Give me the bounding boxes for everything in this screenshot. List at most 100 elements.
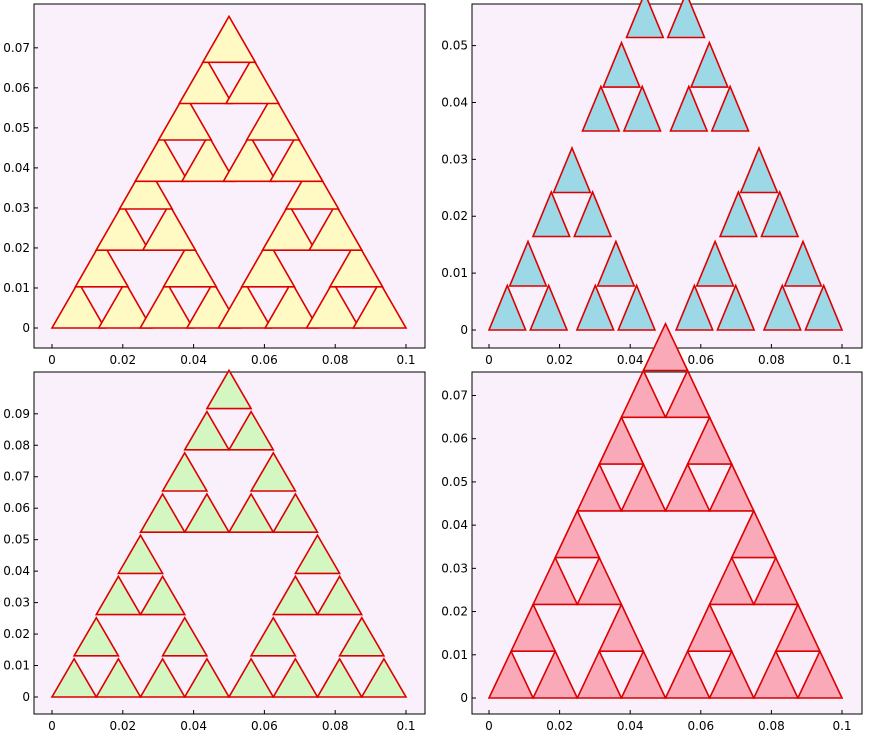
x-tick-label: 0.02 <box>546 719 573 733</box>
y-tick-label: 0 <box>22 321 30 335</box>
triangle-mark <box>576 649 623 699</box>
triangle-mark <box>271 574 319 616</box>
triangle-mark <box>50 280 107 329</box>
y-tick-label: 0.06 <box>3 501 30 515</box>
triangle-mark <box>224 55 281 105</box>
x-tick-label: 0.08 <box>322 719 349 733</box>
triangle-mark <box>268 133 325 183</box>
plot-area <box>33 371 426 715</box>
triangle-mark <box>139 574 187 616</box>
y-tick-label: 0.02 <box>3 627 30 641</box>
x-tick-label: 0.06 <box>687 719 714 733</box>
y-tick-label: 0 <box>460 323 468 337</box>
triangle-mark <box>620 368 667 419</box>
x-tick-label: 0.02 <box>109 719 136 733</box>
triangle-mark <box>183 492 231 534</box>
triangle-mark <box>774 602 822 653</box>
y-tick-label: 0.08 <box>3 438 30 452</box>
y-tick-label: 0.01 <box>441 266 468 280</box>
triangle-mark <box>50 657 98 698</box>
triangle-mark <box>573 189 613 238</box>
triangle-mark <box>133 133 190 183</box>
triangle-mark <box>117 533 164 575</box>
triangle-mark <box>674 283 714 331</box>
triangle-mark <box>328 239 384 288</box>
x-tick-label: 0.04 <box>617 353 644 367</box>
y-tick-label: 0.03 <box>3 596 30 610</box>
y-tick-label: 0.04 <box>3 161 30 175</box>
y-tick-label: 0.01 <box>3 281 30 295</box>
triangle-mark <box>581 84 621 132</box>
x-tick-label: 0.02 <box>109 353 136 367</box>
triangle-mark <box>531 649 579 699</box>
triangle-mark <box>261 202 317 251</box>
x-tick-label: 0 <box>485 353 493 367</box>
triangle-mark <box>294 533 341 575</box>
y-tick-label: 0 <box>460 691 468 705</box>
triangle-mark <box>762 283 802 331</box>
triangle-mark <box>139 657 187 698</box>
triangle-mark <box>617 283 657 331</box>
triangle-mark <box>716 283 756 331</box>
triangle-mark <box>642 321 689 372</box>
triangle-mark <box>271 657 319 698</box>
triangle-mark <box>664 368 711 419</box>
triangle-mark <box>487 283 527 331</box>
x-tick-label: 0.06 <box>251 353 278 367</box>
triangle-mark <box>157 92 213 141</box>
triangle-mark <box>305 280 361 329</box>
y-tick-label: 0.04 <box>3 564 30 578</box>
triangle-mark <box>552 145 592 194</box>
triangle-mark <box>666 0 706 39</box>
triangle-mark <box>718 189 758 238</box>
triangle-mark <box>271 492 319 534</box>
x-tick-label: 0 <box>48 719 56 733</box>
triangle-mark <box>596 239 636 287</box>
triangle-mark <box>730 508 778 559</box>
triangle-mark <box>161 451 209 492</box>
y-tick-label: 0.04 <box>441 518 468 532</box>
triangle-mark <box>162 239 218 288</box>
x-tick-label: 0.04 <box>617 719 644 733</box>
triangle-mark <box>201 14 257 64</box>
triangle-mark <box>602 40 641 88</box>
triangle-mark <box>180 133 236 183</box>
chart-panel-bottom-right: 0 0.02 0.04 0.06 0.08 0.1 0 0.01 0.02 0.03 0.04 0.0… <box>441 321 863 733</box>
x-tick-label: 0.1 <box>832 719 851 733</box>
x-tick-label: 0.1 <box>832 353 851 367</box>
triangle-mark <box>97 280 153 329</box>
y-tick-label: 0.02 <box>441 605 468 619</box>
triangle-mark <box>598 602 645 653</box>
triangle-mark <box>240 239 296 288</box>
triangle-mark <box>227 657 275 698</box>
x-tick-label: 0.06 <box>687 353 714 367</box>
chart-panel-top-right: 0 0.02 0.04 0.06 0.08 0.1 0 0.01 0.02 0.03 0.04 0.0… <box>441 0 863 367</box>
x-tick-label: 0.04 <box>180 353 207 367</box>
triangle-mark <box>94 657 142 698</box>
y-tick-label: 0.07 <box>3 41 30 55</box>
triangle-mark <box>487 649 535 699</box>
triangle-mark <box>669 84 709 132</box>
triangle-mark <box>686 415 733 465</box>
y-tick-label: 0.02 <box>441 209 468 223</box>
y-tick-label: 0.06 <box>3 81 30 95</box>
triangle-mark <box>183 410 231 451</box>
triangle-mark <box>598 415 645 465</box>
triangle-mark <box>509 602 557 653</box>
triangle-mark <box>710 84 750 132</box>
triangle-mark <box>351 280 408 329</box>
x-tick-label: 0.1 <box>396 353 415 367</box>
plot-area <box>471 3 863 349</box>
x-tick-label: 0 <box>48 353 56 367</box>
triangle-mark <box>141 202 197 251</box>
y-tick-label: 0.09 <box>3 407 30 421</box>
triangle-mark <box>739 145 779 194</box>
triangle-mark <box>708 649 756 699</box>
triangle-mark <box>205 368 253 410</box>
triangle-mark <box>695 239 735 287</box>
plot-area <box>471 371 863 715</box>
triangle-mark <box>118 161 174 210</box>
triangle-mark <box>752 649 800 699</box>
triangle-mark <box>307 202 364 251</box>
y-tick-label: 0 <box>22 690 30 704</box>
